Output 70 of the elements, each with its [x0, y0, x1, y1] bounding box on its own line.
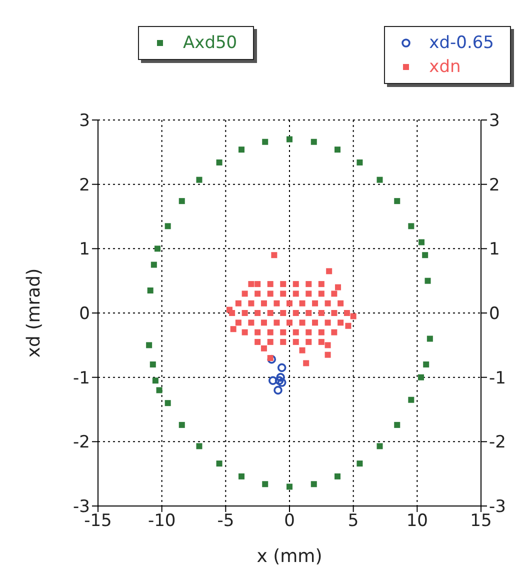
point	[196, 176, 202, 183]
legend-label: xdn	[429, 56, 461, 79]
point	[178, 198, 185, 204]
point	[334, 146, 341, 153]
point	[424, 278, 431, 284]
x-tick-label: -5	[217, 511, 234, 532]
point	[418, 374, 424, 380]
point	[268, 376, 278, 385]
legend-label: Axd50	[183, 32, 238, 55]
point	[277, 363, 286, 372]
point	[376, 443, 383, 450]
point	[178, 422, 185, 428]
point	[426, 336, 433, 342]
y2-tick-label: 2	[489, 175, 500, 196]
point	[262, 481, 268, 488]
y-tick-label: -1	[73, 368, 90, 388]
legend-label: xd-0.65	[429, 32, 494, 55]
point	[286, 484, 292, 490]
point	[150, 262, 157, 268]
x-tick-label: 10	[406, 511, 428, 532]
point	[156, 387, 162, 394]
point	[277, 378, 286, 387]
point	[408, 223, 414, 230]
point	[356, 460, 363, 467]
x-tick-label: 5	[348, 511, 359, 532]
y2-tick-label: -3	[489, 497, 506, 518]
y2-tick-label: -1	[489, 368, 506, 388]
point	[422, 252, 428, 258]
point	[152, 378, 158, 384]
point	[216, 159, 222, 166]
point	[216, 460, 222, 467]
y-tick-label: 0	[79, 304, 90, 324]
point	[423, 361, 430, 368]
point	[196, 443, 202, 450]
point	[238, 473, 244, 480]
point	[154, 246, 160, 252]
x-tick-label: 15	[470, 511, 492, 532]
x-tick-label: 0	[284, 511, 295, 532]
point	[310, 138, 317, 145]
point	[418, 239, 425, 246]
y-tick-label: -2	[73, 432, 90, 453]
y-axis-title: xd (mrad)	[23, 268, 44, 358]
point	[146, 342, 152, 348]
point	[334, 473, 341, 480]
x-axis-title: x (mm)	[256, 546, 322, 567]
point	[394, 198, 400, 204]
y-tick-label: 2	[79, 175, 90, 196]
point	[286, 136, 292, 142]
point	[276, 372, 285, 382]
y-tick-label: 1	[79, 240, 90, 260]
y2-tick-label: -2	[489, 432, 506, 453]
point	[147, 287, 154, 294]
point	[262, 138, 268, 145]
y2-tick-label: 0	[489, 304, 500, 324]
x-tick-label: -10	[148, 511, 176, 532]
point	[274, 386, 282, 395]
point	[238, 146, 244, 153]
point	[274, 376, 284, 385]
y2-tick-label: 1	[489, 240, 500, 260]
y-tick-label: 3	[79, 111, 90, 132]
point	[408, 396, 414, 403]
point	[267, 354, 276, 364]
point	[376, 176, 383, 183]
point	[394, 422, 400, 428]
point	[164, 400, 171, 406]
point	[356, 159, 363, 166]
point	[164, 223, 171, 230]
point	[150, 361, 156, 368]
point	[310, 481, 317, 488]
y2-tick-label: 3	[489, 111, 500, 132]
